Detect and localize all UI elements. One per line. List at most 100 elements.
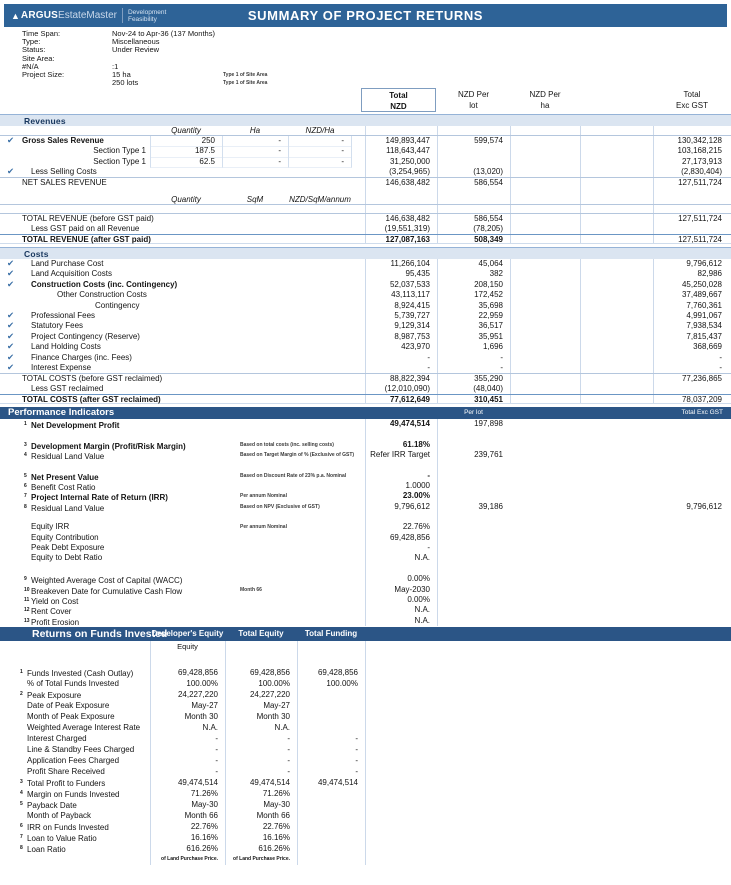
returns-section: Returns on Funds Invested Developer's Eq… <box>0 627 731 865</box>
row-label-text: Rent Cover <box>31 607 72 617</box>
table-row <box>0 429 731 439</box>
column-line <box>510 259 511 405</box>
cell-empty <box>580 321 653 331</box>
column-line <box>150 641 151 865</box>
table-row: Application Fees Charged - - - <box>0 755 731 766</box>
cell-per-ha <box>510 167 580 177</box>
cell-total-nzd: 118,643,447 <box>386 146 430 156</box>
cell-empty <box>580 332 653 342</box>
row-annotation <box>240 429 365 439</box>
cell-per-ha <box>510 301 580 311</box>
units-nzd-ha: NZD/Ha <box>305 126 335 135</box>
footnote-number: 11 <box>24 596 30 603</box>
row-label: Land Holding Costs <box>31 342 101 352</box>
table-row: Section Type 1 187.5 - - 118,643,447 103… <box>0 146 731 158</box>
table-row: 10Breakeven Date for Cumulative Cash Flo… <box>0 584 731 596</box>
cell-nzd-ha: - <box>288 146 352 158</box>
table-row: Contingency 8,924,415 35,698 7,760,361 <box>0 301 731 311</box>
row-label: Project Contingency (Reserve) <box>31 331 140 341</box>
cell-total-nzd <box>365 564 437 574</box>
row-annotation: Based on NPV (Exclusive of GST) <box>240 503 320 510</box>
cell-per-ha <box>510 363 580 373</box>
cell-total-nzd: N.A. <box>414 615 430 625</box>
cell-per-ha <box>510 353 580 363</box>
footnote-number: 8 <box>24 503 27 510</box>
cell-total-funding: - <box>355 734 358 743</box>
cell-total-nzd: 9,796,612 <box>394 501 430 511</box>
info-label: Site Area: <box>22 53 55 63</box>
row-label-text: Breakeven Date for Cumulative Cash Flow <box>31 586 183 596</box>
row-annotation: Based on total costs (inc. selling costs… <box>240 441 334 448</box>
cell-per-lot <box>437 543 510 553</box>
row-label: 6 IRR on Funds Invested <box>0 821 150 833</box>
table-row: TOTAL COSTS (before GST reclaimed) 88,82… <box>0 373 731 383</box>
table-row: Interest Charged - - - <box>0 733 731 744</box>
cell-empty <box>580 224 653 234</box>
column-line <box>437 259 438 405</box>
cell-total-exc-gst <box>653 224 731 234</box>
units-sqm: SqM <box>246 195 264 205</box>
row-label <box>0 854 150 865</box>
table-row: Equity to Debt Ratio N.A. <box>0 553 731 563</box>
table-row: Profit Share Received - - - <box>0 766 731 777</box>
column-line <box>365 126 366 245</box>
cell-per-ha <box>510 259 580 269</box>
cell-per-lot <box>437 460 510 470</box>
row-label: Land Acquisition Costs <box>31 269 112 279</box>
row-label: 13Profit Erosion <box>0 616 240 628</box>
row-label-text: Project Internal Rate of Return (IRR) <box>31 493 168 503</box>
table-row: Other Construction Costs 43,113,117 172,… <box>0 290 731 300</box>
row-label: Equity Contribution <box>0 533 240 543</box>
cell-quantity <box>150 178 222 188</box>
table-row: 9 Weighted Average Cost of Capital (WACC)… <box>0 574 731 585</box>
row-label: Line & Standby Fees Charged <box>0 744 150 755</box>
row-label: Other Construction Costs <box>57 290 147 300</box>
row-label-text: Weighted Average Interest Rate <box>27 723 141 732</box>
cell-total-nzd: (12,010,090) <box>384 383 430 393</box>
footnote-number: 9 <box>24 576 27 583</box>
cell-total-exc-gst <box>653 429 731 439</box>
revenue-total-rows: TOTAL REVENUE (before GST paid) 146,638,… <box>0 213 731 245</box>
row-label-text: Interest Charged <box>27 734 87 743</box>
table-row: 4 Residual Land Value Based on Target Mar… <box>0 450 731 461</box>
table-row <box>0 512 731 522</box>
app-header-bar: ▲ ARGUS EstateMaster Development Feasibi… <box>4 4 727 27</box>
column-line <box>653 126 654 245</box>
units-quantity: Quantity <box>171 195 201 205</box>
info-value <box>112 55 223 63</box>
col-header-line: NZD Per <box>457 90 490 99</box>
row-label-text: Net Development Profit <box>31 421 120 430</box>
info-note <box>223 38 727 46</box>
revenues-section: Revenues Quantity Ha NZD/Ha ✔ Gross Sale… <box>0 114 731 245</box>
row-label-text: % of Total Funds Invested <box>27 679 119 688</box>
performance-col-per-lot: Per lot <box>464 409 483 416</box>
row-label: Professional Fees <box>31 310 96 320</box>
cell-total-funding: - <box>355 767 358 776</box>
cell-per-lot: (48,040) <box>473 383 503 393</box>
footnote-number: 2 <box>20 691 23 697</box>
row-label: 5 Net Present Value <box>0 471 240 483</box>
cell-per-ha <box>510 321 580 331</box>
check-icon: ✔ <box>7 361 15 372</box>
col-header-total-nzd: Total NZD <box>361 88 436 112</box>
cell-per-ha <box>510 311 580 321</box>
cell-empty <box>580 269 653 279</box>
info-row: Project Size: 15 ha Type 1 of Site Area <box>4 70 727 79</box>
cell-total-nzd: May-2030 <box>394 584 430 594</box>
row-label: 1 Funds Invested (Cash Outlay) <box>0 667 150 679</box>
cell-ha <box>222 167 288 177</box>
column-headers: Total NZD NZD Per lot NZD Per ha Total E… <box>0 88 731 112</box>
cell-empty <box>580 311 653 321</box>
cell-total-nzd: 146,638,482 <box>385 177 431 187</box>
info-value: :1 <box>112 61 119 71</box>
row-label: TOTAL REVENUE (before GST paid) <box>22 214 154 224</box>
cell-total-exc-gst: 37,489,667 <box>681 290 722 300</box>
cell-per-lot: (13,020) <box>473 166 503 176</box>
cell-developers-equity: - <box>215 756 218 765</box>
row-label: 8 Residual Land Value <box>0 502 240 514</box>
project-info: Time Span: Nov-24 to Apr-36 (137 Months)… <box>4 29 727 87</box>
costs-section: Costs ✔ Land Purchase Cost 11,266,104 45… <box>0 247 731 405</box>
info-note: Type 1 of Site Area <box>223 71 268 78</box>
table-row: Peak Debt Exposure - <box>0 543 731 553</box>
cell-total-nzd: (19,551,319) <box>384 223 430 233</box>
